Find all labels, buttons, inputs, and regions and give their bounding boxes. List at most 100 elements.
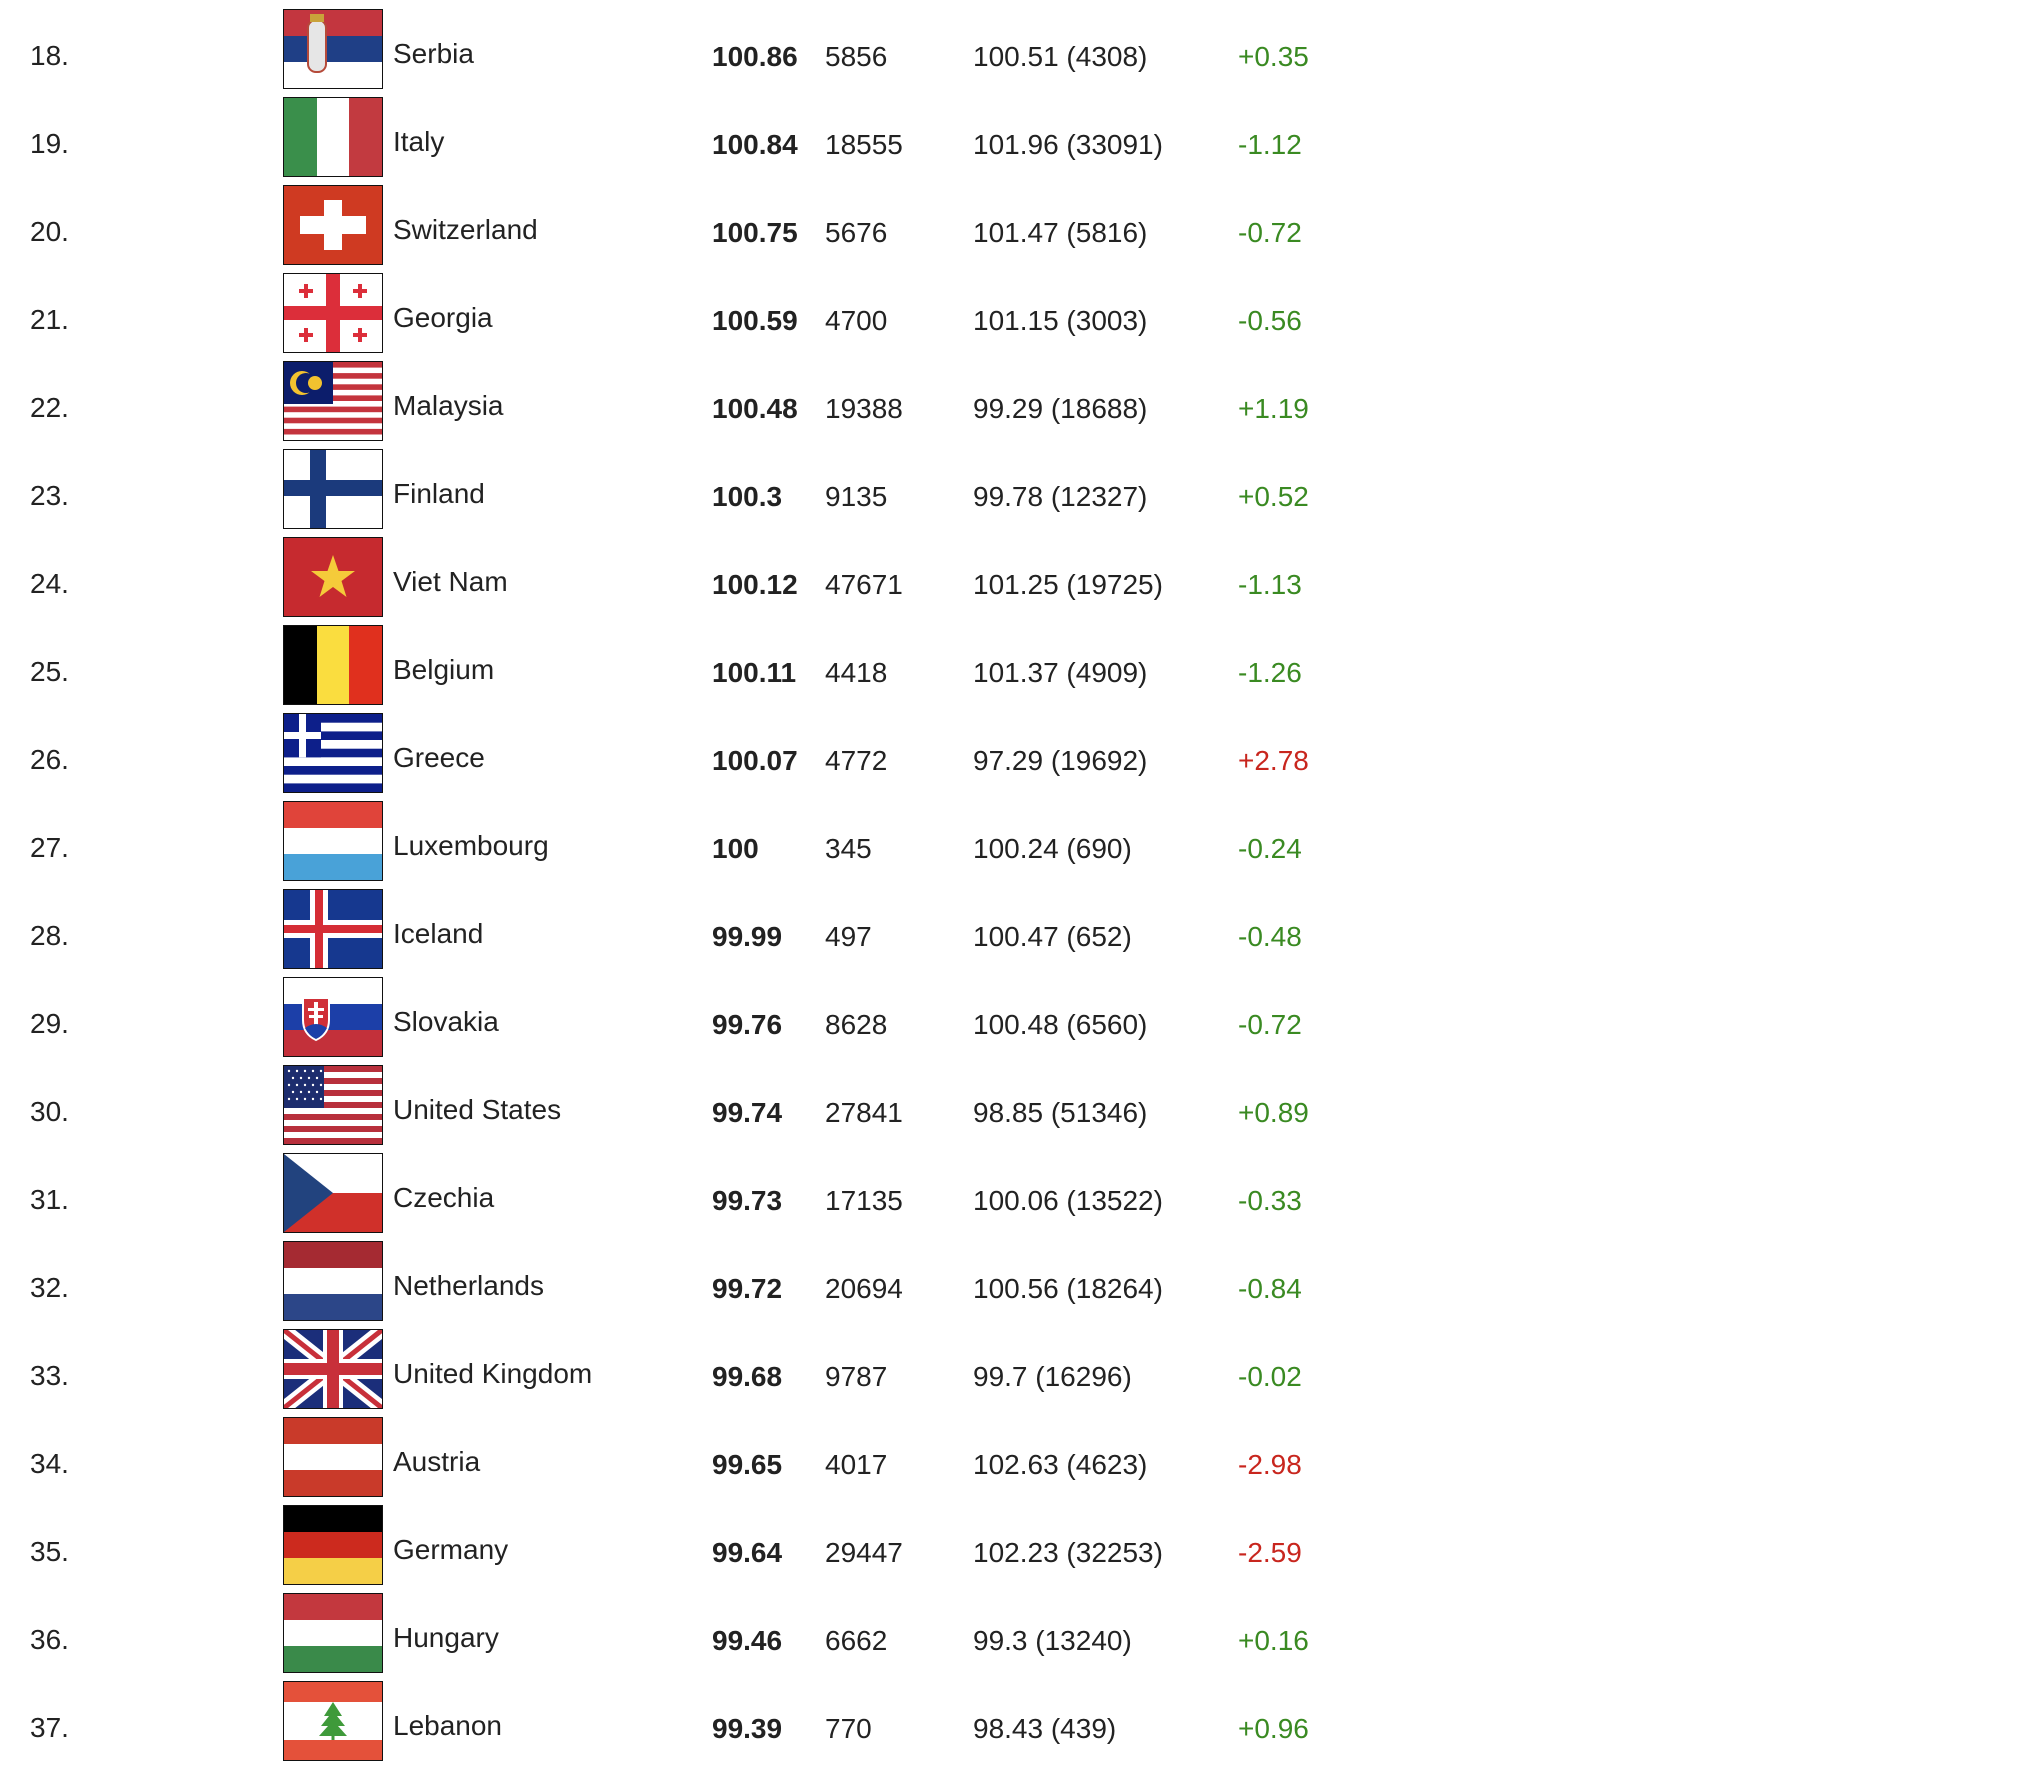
- score: 99.74: [712, 1097, 783, 1128]
- table-row: 36. Hungary 99.46 6662 99.3 (13240) +0.1…: [0, 1593, 1400, 1681]
- table-row: 32. Netherlands 99.72 20694 100.56 (1826…: [0, 1241, 1400, 1329]
- score: 99.99: [712, 921, 783, 952]
- rank: 20.: [30, 216, 69, 247]
- table-row: 35. Germany 99.64 29447 102.23 (32253) -…: [0, 1505, 1400, 1593]
- germany-flag-icon: [283, 1505, 383, 1585]
- previous-score: 101.25 (19725): [973, 569, 1163, 600]
- table-row: 31. Czechia 99.73 17135 100.06 (13522) -…: [0, 1153, 1400, 1241]
- country-name: Slovakia: [393, 1006, 499, 1037]
- previous-score: 98.85 (51346): [973, 1097, 1148, 1128]
- count: 497: [825, 921, 872, 952]
- change-value: -0.48: [1238, 921, 1302, 952]
- change-value: +1.19: [1238, 393, 1309, 424]
- table-row: 26. Greece 100.07 4772 97.29 (19692) +2.…: [0, 713, 1400, 801]
- count: 6662: [825, 1625, 888, 1656]
- country-name: Greece: [393, 742, 485, 773]
- previous-score: 101.15 (3003): [973, 305, 1148, 336]
- count: 9787: [825, 1361, 888, 1392]
- rank: 30.: [30, 1096, 69, 1127]
- rank: 35.: [30, 1536, 69, 1567]
- rank: 25.: [30, 656, 69, 687]
- score: 99.64: [712, 1537, 783, 1568]
- table-row: 18. Serbia 100.86 5856 100.51 (4308) +0.…: [0, 9, 1400, 97]
- country-name: Austria: [393, 1446, 481, 1477]
- country-name: Belgium: [393, 654, 495, 685]
- country-name: Viet Nam: [393, 566, 508, 597]
- count: 20694: [825, 1273, 903, 1304]
- score: 100.07: [712, 745, 798, 776]
- rank: 28.: [30, 920, 69, 951]
- table-row: 30. United States 99.74 27841 98.85 (513…: [0, 1065, 1400, 1153]
- previous-score: 99.7 (16296): [973, 1361, 1132, 1392]
- previous-score: 100.06 (13522): [973, 1185, 1163, 1216]
- count: 4772: [825, 745, 888, 776]
- table-row: 21. Georgia 100.59 4700 101.15 (3003) -0…: [0, 273, 1400, 361]
- count: 18555: [825, 129, 903, 160]
- table-row: 28. Iceland 99.99 497 100.47 (652) -0.48: [0, 889, 1400, 977]
- finland-flag-icon: [283, 449, 383, 529]
- score: 99.68: [712, 1361, 783, 1392]
- country-name: Netherlands: [393, 1270, 544, 1301]
- previous-score: 100.24 (690): [973, 833, 1132, 864]
- change-value: +0.35: [1238, 41, 1309, 72]
- score: 100.12: [712, 569, 798, 600]
- score: 100.59: [712, 305, 798, 336]
- change-value: -2.98: [1238, 1449, 1302, 1480]
- rank: 23.: [30, 480, 69, 511]
- country-name: Serbia: [393, 38, 474, 69]
- count: 17135: [825, 1185, 903, 1216]
- count: 5676: [825, 217, 888, 248]
- country-name: Italy: [393, 126, 445, 157]
- previous-score: 102.63 (4623): [973, 1449, 1148, 1480]
- country-name: United Kingdom: [393, 1358, 593, 1389]
- country-name: Iceland: [393, 918, 484, 949]
- greece-flag-icon: [283, 713, 383, 793]
- count: 4700: [825, 305, 888, 336]
- rank: 36.: [30, 1624, 69, 1655]
- count: 27841: [825, 1097, 903, 1128]
- luxembourg-flag-icon: [283, 801, 383, 881]
- country-name: Lebanon: [393, 1710, 503, 1741]
- previous-score: 101.47 (5816): [973, 217, 1148, 248]
- change-value: -0.56: [1238, 305, 1302, 336]
- previous-score: 99.78 (12327): [973, 481, 1148, 512]
- score: 99.65: [712, 1449, 783, 1480]
- rank: 19.: [30, 128, 69, 159]
- czechia-flag-icon: [283, 1153, 383, 1233]
- score: 100.86: [712, 41, 798, 72]
- netherlands-flag-icon: [283, 1241, 383, 1321]
- malaysia-flag-icon: [283, 361, 383, 441]
- rank: 18.: [30, 40, 69, 71]
- italy-flag-icon: [283, 97, 383, 177]
- country-name: Luxembourg: [393, 830, 549, 861]
- rank: 21.: [30, 304, 69, 335]
- slovakia-flag-icon: [283, 977, 383, 1057]
- table-row: 20. Switzerland 100.75 5676 101.47 (5816…: [0, 185, 1400, 273]
- table-row: 19. Italy 100.84 18555 101.96 (33091) -1…: [0, 97, 1400, 185]
- change-value: -0.24: [1238, 833, 1302, 864]
- change-value: -1.26: [1238, 657, 1302, 688]
- change-value: -0.33: [1238, 1185, 1302, 1216]
- georgia-flag-icon: [283, 273, 383, 353]
- austria-flag-icon: [283, 1417, 383, 1497]
- score: 99.72: [712, 1273, 783, 1304]
- change-value: +2.78: [1238, 745, 1309, 776]
- belgium-flag-icon: [283, 625, 383, 705]
- count: 4418: [825, 657, 888, 688]
- previous-score: 100.48 (6560): [973, 1009, 1148, 1040]
- score: 99.39: [712, 1713, 783, 1744]
- previous-score: 100.51 (4308): [973, 41, 1148, 72]
- previous-score: 98.43 (439): [973, 1713, 1117, 1744]
- country-name: Georgia: [393, 302, 493, 333]
- table-row: 29. Slovakia 99.76 8628 100.48 (6560) -0…: [0, 977, 1400, 1065]
- table-row: 34. Austria 99.65 4017 102.63 (4623) -2.…: [0, 1417, 1400, 1505]
- count: 9135: [825, 481, 888, 512]
- score: 99.73: [712, 1185, 783, 1216]
- previous-score: 100.47 (652): [973, 921, 1132, 952]
- change-value: +0.52: [1238, 481, 1309, 512]
- usa-flag-icon: [283, 1065, 383, 1145]
- switzerland-flag-icon: [283, 185, 383, 265]
- count: 345: [825, 833, 872, 864]
- table-row: 33. United Kingdom 99.68 9787 99.7 (1629…: [0, 1329, 1400, 1417]
- score: 100.75: [712, 217, 798, 248]
